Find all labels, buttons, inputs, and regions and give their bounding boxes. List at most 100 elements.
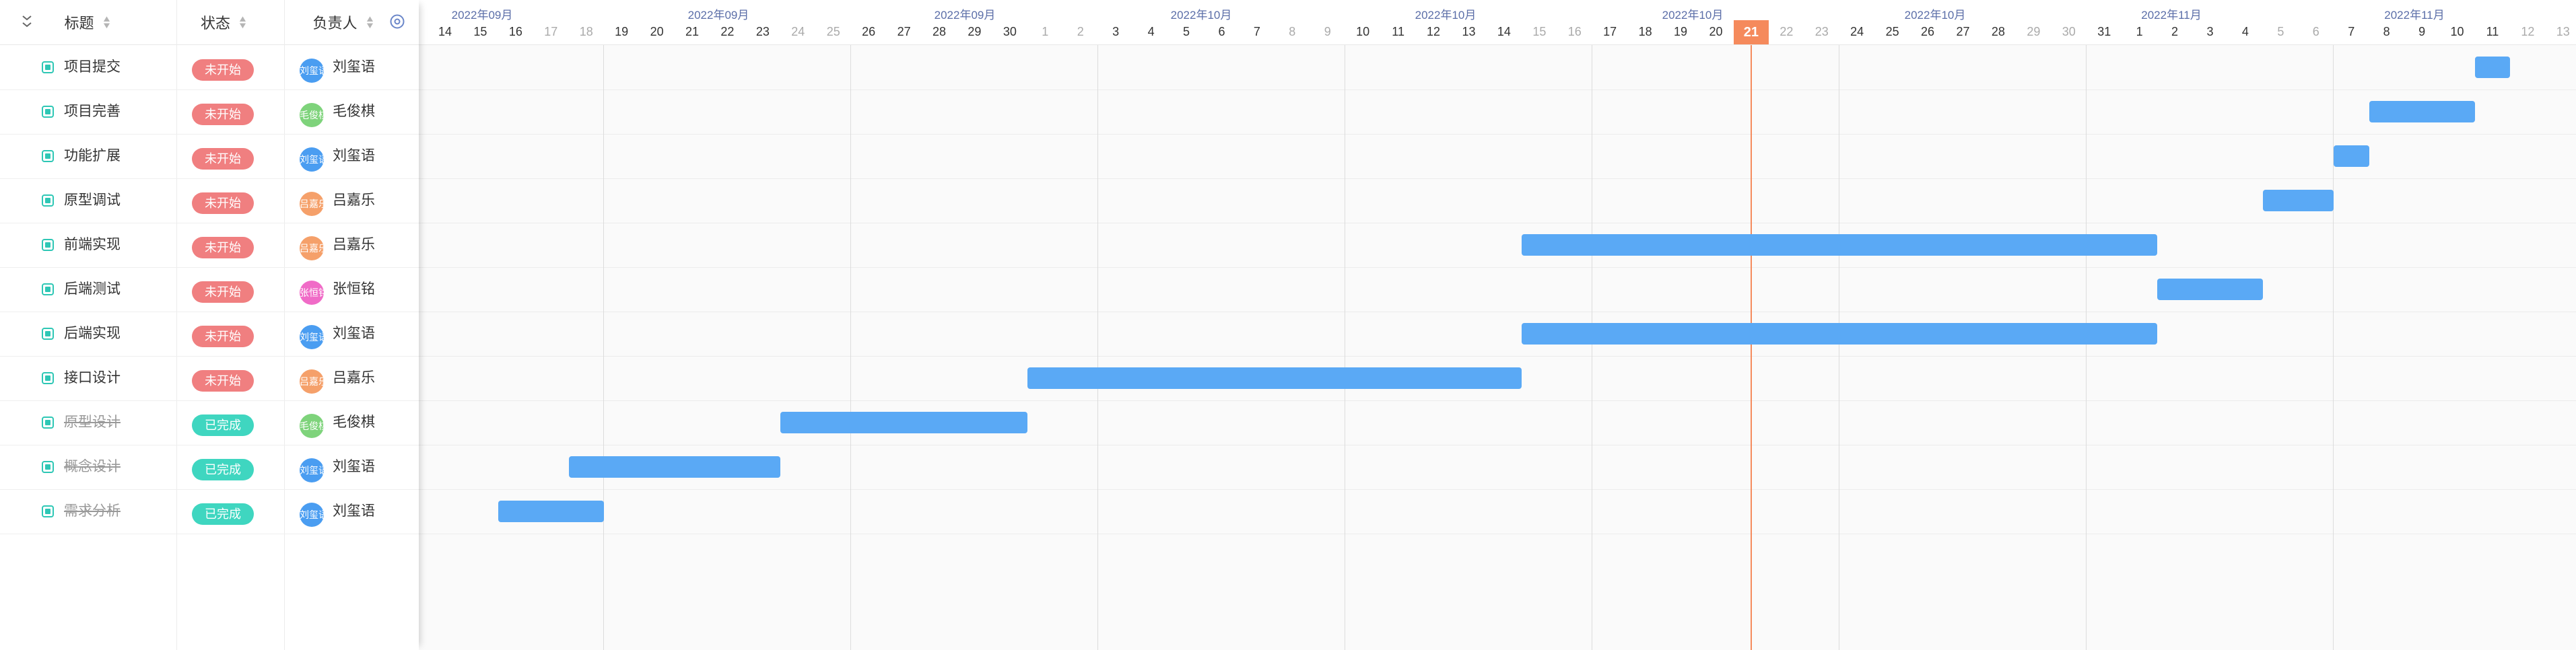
table-row[interactable]: 功能扩展 未开始 刘玺语 刘玺语 [0, 134, 419, 179]
day-label: 17 [1603, 25, 1617, 38]
settings-icon[interactable] [389, 13, 405, 30]
task-title[interactable]: 接口设计 [64, 370, 121, 386]
task-bar[interactable] [2369, 101, 2475, 122]
sort-icon[interactable]: ▲ ▼ [101, 13, 112, 30]
task-checkbox-icon[interactable] [42, 106, 54, 118]
task-checkbox-icon[interactable] [42, 372, 54, 384]
avatar: 刘玺语 [300, 325, 324, 349]
task-checkbox-icon[interactable] [42, 505, 54, 517]
grid-row [419, 312, 2576, 357]
task-bar[interactable] [568, 456, 781, 478]
task-checkbox-icon[interactable] [42, 150, 54, 162]
status-badge[interactable]: 已完成 [192, 414, 254, 436]
task-checkbox-icon[interactable] [42, 239, 54, 251]
table-row[interactable]: 原型调试 未开始 吕嘉乐 吕嘉乐 [0, 178, 419, 223]
day-label: 2 [2171, 25, 2179, 38]
day-label: 30 [2062, 25, 2076, 38]
day-label: 16 [1567, 25, 1582, 38]
column-header-title-label: 标题 [64, 15, 94, 32]
table-row[interactable]: 项目提交 未开始 刘玺语 刘玺语 [0, 45, 419, 90]
owner-name: 刘玺语 [333, 148, 375, 164]
task-title[interactable]: 前端实现 [64, 237, 121, 252]
task-title[interactable]: 原型调试 [64, 192, 121, 208]
column-header-status[interactable]: 状态 ▲ ▼ [178, 0, 269, 44]
status-badge[interactable]: 未开始 [192, 192, 254, 214]
task-bar[interactable] [1027, 367, 1522, 389]
status-badge[interactable]: 未开始 [192, 59, 254, 81]
sort-icon[interactable]: ▲ ▼ [364, 13, 375, 30]
task-checkbox-icon[interactable] [42, 461, 54, 473]
status-badge[interactable]: 未开始 [192, 281, 254, 303]
day-label: 13 [2556, 25, 2570, 38]
table-row[interactable]: 概念设计 已完成 刘玺语 刘玺语 [0, 445, 419, 490]
table-row[interactable]: 接口设计 未开始 吕嘉乐 吕嘉乐 [0, 356, 419, 401]
task-title[interactable]: 功能扩展 [64, 148, 121, 164]
task-checkbox-icon[interactable] [42, 61, 54, 73]
avatar: 张恒铭 [300, 281, 324, 305]
day-label: 20 [650, 25, 664, 38]
day-label: 19 [615, 25, 629, 38]
timeline-header: 2022年09月 2022年09月 2022年09月 2022年10月 2022年10月… [419, 0, 2576, 45]
status-badge[interactable]: 未开始 [192, 148, 254, 170]
grid-row [419, 89, 2576, 135]
task-title[interactable]: 需求分析 [64, 503, 121, 519]
task-title[interactable]: 原型设计 [64, 414, 121, 430]
owner-name: 刘玺语 [333, 59, 375, 75]
column-header-title[interactable]: 标题 ▲ ▼ [47, 0, 128, 44]
day-label: 31 [2097, 25, 2111, 38]
task-bar[interactable] [498, 501, 605, 522]
day-label: 14 [1497, 25, 1511, 38]
task-bar[interactable] [1522, 323, 2158, 345]
task-title[interactable]: 概念设计 [64, 459, 121, 474]
week-separator [1097, 0, 1099, 650]
table-row[interactable]: 后端实现 未开始 刘玺语 刘玺语 [0, 312, 419, 357]
collapse-all-icon[interactable] [19, 13, 35, 31]
task-bar[interactable] [1522, 234, 2158, 256]
day-label: 9 [1324, 25, 1331, 38]
owner-name: 毛俊棋 [333, 104, 375, 119]
task-bar[interactable] [2334, 145, 2369, 167]
day-label: 11 [2486, 25, 2499, 38]
task-bar[interactable] [2263, 190, 2334, 211]
owner-name: 吕嘉乐 [333, 370, 375, 386]
task-title[interactable]: 项目提交 [64, 59, 121, 75]
status-badge[interactable]: 未开始 [192, 237, 254, 258]
column-header-owner[interactable]: 负责人 ▲ ▼ [300, 0, 387, 44]
table-row[interactable]: 后端测试 未开始 张恒铭 张恒铭 [0, 267, 419, 312]
task-checkbox-icon[interactable] [42, 417, 54, 429]
month-label: 2022年10月 [1904, 9, 1966, 22]
task-bar[interactable] [2157, 279, 2264, 300]
owner-name: 张恒铭 [333, 281, 375, 297]
table-row[interactable]: 需求分析 已完成 刘玺语 刘玺语 [0, 489, 419, 534]
status-badge[interactable]: 未开始 [192, 326, 254, 347]
table-row[interactable]: 前端实现 未开始 吕嘉乐 吕嘉乐 [0, 223, 419, 268]
today-marker: 21 [1733, 20, 1769, 44]
table-row[interactable]: 项目完善 未开始 毛俊棋 毛俊棋 [0, 89, 419, 135]
month-label: 2022年09月 [451, 9, 513, 22]
month-label: 2022年09月 [687, 9, 749, 22]
table-row[interactable]: 原型设计 已完成 毛俊棋 毛俊棋 [0, 400, 419, 445]
day-label: 26 [862, 25, 876, 38]
task-bar[interactable] [2474, 57, 2511, 78]
month-label: 2022年11月 [2141, 9, 2202, 22]
day-label: 5 [1183, 25, 1190, 38]
task-title[interactable]: 后端实现 [64, 326, 121, 341]
column-header-owner-label: 负责人 [312, 15, 358, 32]
day-label: 23 [1815, 25, 1829, 38]
month-label: 2022年11月 [2384, 9, 2445, 22]
day-label: 4 [2241, 25, 2249, 38]
column-divider [284, 0, 285, 650]
chevrons-icon [22, 15, 32, 28]
task-title[interactable]: 项目完善 [64, 104, 121, 119]
status-badge[interactable]: 未开始 [192, 104, 254, 125]
day-label: 23 [755, 25, 770, 38]
task-checkbox-icon[interactable] [42, 283, 54, 295]
task-bar[interactable] [780, 412, 1028, 433]
status-badge[interactable]: 未开始 [192, 370, 254, 392]
sort-icon[interactable]: ▲ ▼ [237, 13, 248, 30]
task-title[interactable]: 后端测试 [64, 281, 121, 297]
status-badge[interactable]: 已完成 [192, 503, 254, 525]
task-checkbox-icon[interactable] [42, 194, 54, 207]
task-checkbox-icon[interactable] [42, 328, 54, 340]
status-badge[interactable]: 已完成 [192, 459, 254, 480]
